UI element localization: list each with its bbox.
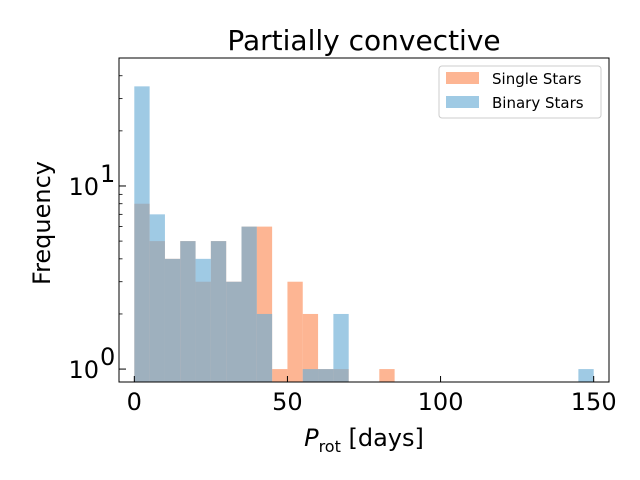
y-tick-label: 10 [68,356,99,384]
bar-single-stars [272,369,288,382]
bar-binary-stars [226,281,242,382]
y-axis-label: Frequency [28,161,56,285]
bar-binary-stars [578,369,594,382]
x-tick-label: 100 [418,388,464,416]
bar-binary-stars [149,214,165,382]
legend-swatch-single-stars [446,72,479,84]
x-axis-label: Prot [days] [304,424,424,456]
x-tick-label: 50 [272,388,303,416]
y-tick-exponent: 0 [100,343,115,371]
y-tick-label: 10 [68,173,99,201]
bar-binary-stars [318,369,334,382]
bar-binary-stars [302,369,319,382]
bar-single-stars [287,281,303,382]
x-axis-label-symbol: P [304,424,319,452]
bar-binary-stars [333,313,349,382]
chart-title: Partially convective [227,24,500,57]
y-tick-exponent: 1 [100,160,115,188]
bar-binary-stars [164,258,181,382]
bar-binary-stars [134,86,150,383]
series-binary-stars [134,86,594,383]
legend: Single Stars Binary Stars [438,65,602,119]
legend-label-single-stars: Single Stars [492,70,582,88]
bar-single-stars [302,313,319,382]
legend-swatch-binary-stars [446,96,479,108]
bar-binary-stars [210,241,227,382]
bar-single-stars [379,369,395,382]
bar-binary-stars [256,313,273,382]
bar-binary-stars [195,258,211,382]
bar-binary-stars [180,241,196,382]
plot-frame [118,57,610,383]
legend-box [438,65,602,119]
bar-binary-stars [241,226,257,382]
x-tick-label: 150 [571,388,617,416]
x-tick-label: 0 [127,388,142,416]
x-axis-label-subscript: rot [319,437,341,456]
x-axis-label-unit: [days] [341,424,424,452]
legend-label-binary-stars: Binary Stars [492,94,584,112]
